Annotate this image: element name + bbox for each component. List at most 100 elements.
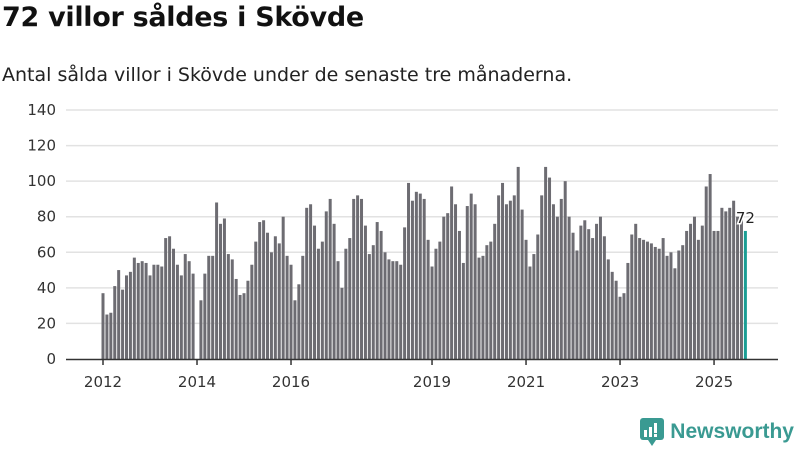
bar	[501, 182, 505, 359]
bar	[446, 213, 450, 359]
bar	[567, 216, 571, 359]
bar	[187, 261, 191, 359]
bar	[524, 239, 528, 359]
bar	[387, 259, 391, 359]
bar	[101, 293, 105, 359]
chart-subtitle: Antal sålda villor i Skövde under de sen…	[2, 64, 573, 86]
bar	[720, 207, 724, 359]
bar	[211, 255, 215, 359]
bar	[109, 312, 113, 359]
bar	[136, 262, 140, 359]
bar	[199, 300, 203, 359]
y-tick-label: 40	[37, 279, 56, 297]
bar	[634, 223, 638, 359]
bar	[606, 259, 610, 359]
bar	[128, 271, 132, 359]
bar	[712, 230, 716, 359]
bar	[489, 241, 493, 359]
bar	[438, 241, 442, 359]
bar	[215, 202, 219, 359]
bar	[164, 238, 168, 359]
bar	[191, 273, 195, 359]
bar	[148, 275, 152, 359]
bar	[595, 223, 599, 359]
bar	[685, 230, 689, 359]
bar	[708, 174, 712, 359]
bar	[736, 216, 740, 359]
bar	[673, 268, 677, 359]
bar	[583, 220, 587, 359]
bar	[677, 250, 681, 359]
bar	[125, 275, 129, 359]
bar	[540, 195, 544, 359]
bar	[689, 223, 693, 359]
x-tick-label: 2014	[178, 373, 216, 391]
bar	[152, 264, 156, 359]
bar	[469, 193, 473, 359]
bar	[356, 195, 360, 359]
x-tick-label: 2025	[695, 373, 733, 391]
bar	[559, 198, 563, 359]
bar	[309, 204, 313, 359]
bar	[391, 261, 395, 359]
bar	[168, 236, 172, 359]
bar	[410, 200, 414, 359]
bar	[360, 198, 364, 359]
y-tick-label: 20	[37, 314, 56, 332]
bar	[587, 229, 591, 359]
y-tick-label: 120	[27, 137, 56, 155]
bar	[477, 257, 481, 359]
bar	[285, 255, 289, 359]
bar	[465, 206, 469, 359]
bar	[371, 245, 375, 359]
bar	[301, 255, 305, 359]
bar	[422, 198, 426, 359]
newsworthy-logo: Newsworthy	[640, 418, 794, 446]
bar	[407, 182, 411, 359]
newsworthy-logo-icon	[640, 418, 665, 446]
bar	[461, 262, 465, 359]
bar	[258, 222, 262, 359]
bar	[121, 289, 125, 359]
bar	[626, 262, 630, 359]
bar	[575, 250, 579, 359]
bar	[442, 216, 446, 359]
bar	[457, 230, 461, 359]
bar	[493, 223, 497, 359]
bar	[579, 225, 583, 359]
bar	[277, 243, 281, 359]
bar	[700, 225, 704, 359]
bar	[434, 248, 438, 359]
bar	[732, 200, 736, 359]
bar	[645, 241, 649, 359]
bar	[454, 204, 458, 359]
bar	[551, 204, 555, 359]
bar	[571, 232, 575, 359]
bar	[297, 284, 301, 359]
bar	[653, 246, 657, 359]
bar	[481, 255, 485, 359]
bar	[313, 225, 317, 359]
bar	[665, 255, 669, 359]
x-tick-label: 2023	[601, 373, 639, 391]
bar	[105, 314, 109, 359]
bar	[598, 216, 602, 359]
bar	[430, 266, 434, 359]
bar	[473, 204, 477, 359]
bar	[234, 278, 238, 359]
bar	[516, 166, 520, 359]
bar	[172, 248, 176, 359]
x-tick-label: 2019	[413, 373, 451, 391]
bar	[591, 238, 595, 359]
bar	[630, 234, 634, 359]
bar	[293, 300, 297, 359]
bar	[610, 271, 614, 359]
bar	[692, 216, 696, 359]
bar	[183, 254, 187, 359]
bar	[156, 264, 160, 359]
bar	[230, 259, 234, 359]
highlight-value-label: 72	[736, 209, 755, 227]
bar	[739, 218, 743, 359]
bar	[222, 218, 226, 359]
bar	[250, 264, 254, 359]
